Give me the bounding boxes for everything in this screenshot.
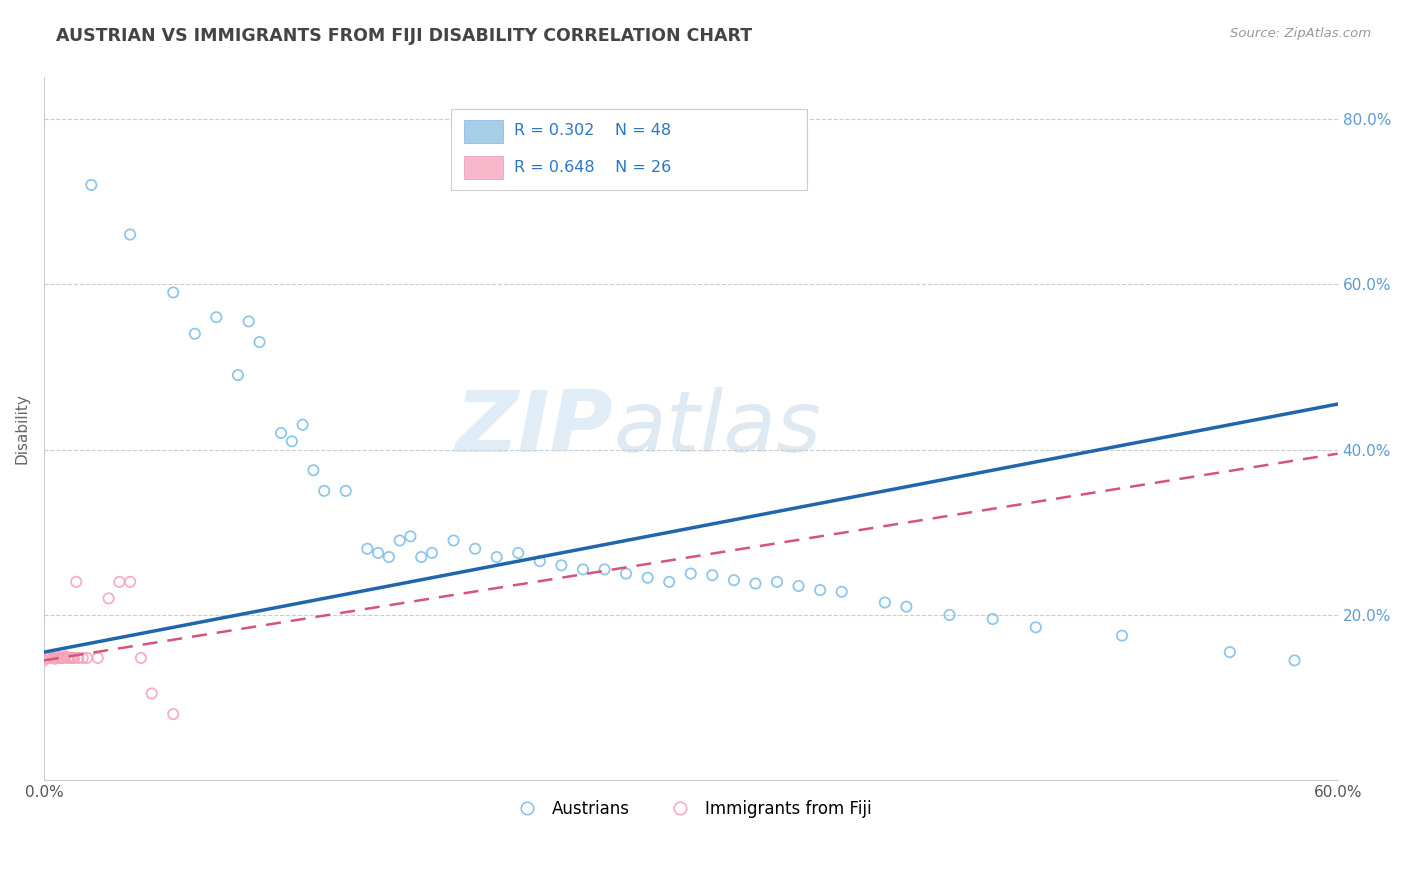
Text: R = 0.302    N = 48: R = 0.302 N = 48 (513, 123, 671, 137)
Point (787, 579, 810, 593)
Point (281, 434, 304, 449)
Point (614, 566, 637, 581)
Point (32, 653, 55, 667)
Text: AUSTRIAN VS IMMIGRANTS FROM FIJI DISABILITY CORRELATION CHART: AUSTRIAN VS IMMIGRANTS FROM FIJI DISABIL… (56, 27, 752, 45)
Point (938, 607, 960, 622)
Point (420, 546, 443, 560)
Point (508, 546, 530, 560)
Point (226, 368, 249, 383)
Point (87, 651, 110, 665)
Point (67, 651, 90, 665)
Point (60, 651, 83, 665)
Text: R = 0.648    N = 26: R = 0.648 N = 26 (513, 160, 671, 175)
Point (41, 651, 63, 665)
Point (572, 562, 595, 576)
Point (367, 546, 389, 560)
Point (896, 599, 918, 614)
Point (291, 417, 314, 432)
Point (108, 574, 131, 589)
Point (399, 529, 422, 543)
Point (314, 483, 336, 498)
Bar (464, 156, 503, 179)
Point (766, 574, 789, 589)
Legend: Austrians, Immigrants from Fiji: Austrians, Immigrants from Fiji (503, 793, 879, 825)
Point (411, 549, 433, 564)
Point (141, 686, 163, 700)
Point (1219, 645, 1241, 659)
Point (873, 595, 896, 609)
Bar (464, 120, 503, 143)
Point (76, 651, 98, 665)
Point (80, 178, 103, 192)
Point (550, 558, 572, 573)
Point (808, 583, 831, 598)
Point (59, 651, 82, 665)
Point (723, 573, 745, 587)
Point (72, 651, 94, 665)
Point (120, 574, 142, 589)
Point (97, 591, 120, 606)
Point (529, 554, 551, 568)
Point (44, 652, 66, 666)
Point (443, 533, 465, 548)
Point (162, 285, 184, 300)
Point (302, 463, 325, 477)
Point (48, 651, 70, 665)
Point (45, 649, 67, 664)
Point (65, 574, 87, 589)
Point (63, 651, 86, 665)
Point (129, 651, 152, 665)
Text: ZIP: ZIP (456, 387, 613, 470)
Point (249, 334, 271, 349)
Point (702, 568, 724, 582)
Point (981, 612, 1004, 626)
Point (49, 651, 72, 665)
Point (356, 541, 378, 556)
Point (485, 549, 508, 564)
Point (39, 649, 62, 664)
Point (744, 576, 766, 591)
Point (162, 707, 184, 722)
Point (35, 651, 58, 665)
Point (831, 584, 853, 599)
Point (120, 227, 142, 242)
Point (238, 314, 260, 328)
Point (464, 541, 486, 556)
Point (205, 310, 228, 325)
Point (1025, 620, 1047, 634)
Point (658, 574, 681, 589)
Y-axis label: Disability: Disability (15, 393, 30, 465)
Point (1111, 629, 1133, 643)
Point (679, 566, 702, 581)
Point (56, 651, 79, 665)
Point (52, 651, 75, 665)
Point (55, 649, 77, 664)
Point (637, 571, 659, 585)
Point (184, 326, 207, 341)
Text: Source: ZipAtlas.com: Source: ZipAtlas.com (1230, 27, 1371, 40)
Point (335, 483, 357, 498)
Point (378, 549, 401, 564)
Point (270, 425, 292, 440)
Point (37, 651, 59, 665)
Point (1284, 653, 1306, 667)
FancyBboxPatch shape (451, 109, 807, 190)
Point (388, 533, 411, 548)
Text: atlas: atlas (613, 387, 821, 470)
Point (593, 562, 616, 576)
